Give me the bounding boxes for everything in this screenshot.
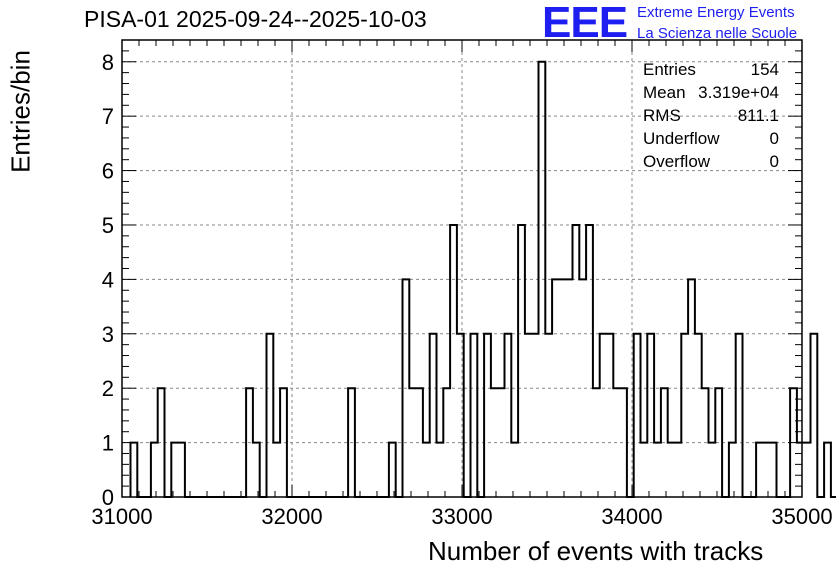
x-tick-label: 35000 bbox=[771, 504, 832, 529]
grid-lines bbox=[121, 40, 803, 498]
x-tick-label: 34000 bbox=[601, 504, 662, 529]
y-tick-label: 5 bbox=[102, 213, 114, 238]
y-tick-label: 8 bbox=[102, 50, 114, 75]
x-tick-label: 33000 bbox=[431, 504, 492, 529]
stat-entries-value: 154 bbox=[750, 60, 779, 79]
stat-mean-label: Mean bbox=[643, 83, 686, 102]
stat-underflow-value: 0 bbox=[769, 129, 779, 148]
y-tick-label: 4 bbox=[102, 267, 114, 292]
y-axis-label: Entries/bin bbox=[5, 50, 36, 173]
stat-underflow-label: Underflow bbox=[643, 129, 720, 148]
y-axis-ticks: 0 1 2 3 4 5 6 7 8 bbox=[102, 39, 802, 510]
y-tick-label: 0 bbox=[102, 485, 114, 510]
x-axis-label: Number of events with tracks bbox=[428, 536, 764, 566]
stat-entries-label: Entries bbox=[643, 60, 696, 79]
x-tick-label: 31000 bbox=[91, 504, 152, 529]
x-axis-ticks: 31000 32000 33000 34000 35000 bbox=[91, 40, 833, 529]
stat-rms-value: 811.1 bbox=[737, 106, 779, 125]
y-tick-label: 1 bbox=[102, 431, 114, 456]
x-tick-label: 32000 bbox=[261, 504, 322, 529]
y-tick-label: 3 bbox=[102, 322, 114, 347]
logo-line-1: Extreme Energy Events bbox=[637, 4, 795, 21]
logo-line-2: La Scienza nelle Scuole bbox=[637, 25, 798, 42]
stat-rms-label: RMS bbox=[643, 106, 681, 125]
stat-overflow-label: Overflow bbox=[643, 152, 711, 171]
y-tick-label: 2 bbox=[102, 376, 114, 401]
stat-overflow-value: 0 bbox=[769, 152, 779, 171]
stat-mean-value: 3.319e+04 bbox=[698, 83, 779, 102]
y-tick-label: 7 bbox=[102, 104, 114, 129]
eee-logo: EEE bbox=[542, 0, 628, 47]
y-tick-label: 6 bbox=[102, 159, 114, 184]
chart-title: PISA-01 2025-09-24--2025-10-03 bbox=[84, 6, 427, 32]
